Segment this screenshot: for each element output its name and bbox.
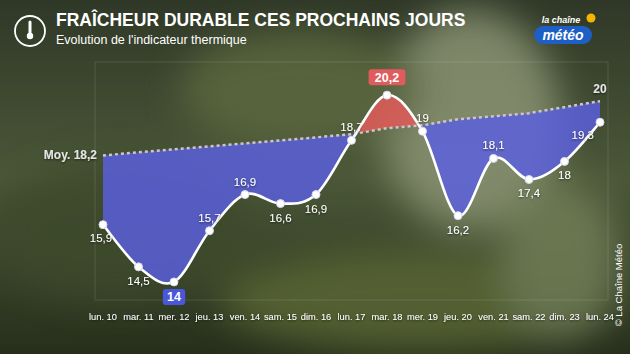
page: {"chart_data": { "type": "line", "title"… (0, 0, 630, 354)
x-tick-label: sam. 15 (264, 312, 297, 322)
point (454, 212, 462, 220)
logo-text: la chaîne (542, 15, 581, 25)
x-tick-label: jeu. 20 (443, 312, 472, 322)
data-label: 16,2 (447, 224, 469, 236)
data-label: 16,6 (269, 212, 291, 224)
chart: FRAÎCHEUR DURABLE CES PROCHAINS JOURS Evo… (0, 0, 630, 354)
indicator-line (103, 95, 600, 284)
point (561, 157, 569, 165)
above-average-area (103, 95, 600, 284)
x-tick-label: dim. 23 (549, 312, 580, 322)
icon-thermometer (29, 22, 32, 34)
data-label: 18,7 (340, 121, 362, 133)
data-label: 15,9 (90, 232, 112, 244)
average-label: Moy. 18,2 (44, 148, 97, 162)
point (312, 191, 320, 199)
data-labels: 15,9 14,5 14 15,7 16,9 16,6 16,9 18,7 20,2 19 16,2… (44, 69, 607, 305)
data-label: 18 (558, 169, 571, 181)
point (135, 263, 143, 271)
point (419, 127, 427, 135)
x-tick-label: mar. 18 (371, 312, 402, 322)
x-tick-label: mer. 19 (407, 312, 438, 322)
x-tick-label: dim. 16 (301, 312, 332, 322)
logo-sun (587, 14, 596, 23)
data-label: 15,7 (198, 212, 220, 224)
point (170, 278, 178, 286)
point (241, 191, 249, 199)
point (99, 221, 107, 229)
background (0, 0, 630, 354)
subtitle: Evolution de l'indicateur thermique (56, 33, 247, 47)
x-tick-label: jeu. 13 (195, 312, 224, 322)
x-tick-label: lun. 10 (89, 312, 117, 322)
title: FRAÎCHEUR DURABLE CES PROCHAINS JOURS (56, 9, 465, 30)
average-label: 20 (593, 82, 607, 96)
x-tick-label: sam. 22 (512, 312, 545, 322)
x-tick-label: lun. 24 (586, 312, 614, 322)
data-label: 20,2 (375, 71, 399, 85)
data-label: 19,3 (572, 129, 594, 141)
credit: © La Chaîne Météo (613, 244, 624, 327)
plot-frame (95, 62, 608, 300)
above-group (103, 95, 600, 284)
x-tick-label: lun. 17 (338, 312, 366, 322)
icon-circle (15, 16, 45, 46)
icon-bulb (27, 33, 33, 39)
overlay (0, 0, 630, 354)
data-label: 18,1 (482, 139, 504, 151)
data-label: 14 (167, 290, 181, 304)
point (348, 136, 356, 144)
x-tick-label: mar. 11 (123, 312, 153, 322)
logo-badge (534, 26, 592, 44)
plot-area (99, 91, 604, 286)
point (490, 154, 498, 162)
x-axis: lun. 10mar. 11mer. 12jeu. 13ven. 14sam. … (89, 312, 614, 322)
x-tick-label: ven. 21 (478, 312, 509, 322)
x-tick-label: ven. 14 (230, 312, 261, 322)
average-line (103, 101, 600, 155)
point (596, 118, 604, 126)
x-tick-label: mer. 12 (158, 312, 189, 322)
data-label: 16,9 (234, 176, 256, 188)
min-box (163, 289, 185, 305)
max-box (369, 69, 406, 85)
logo-text: météo (542, 27, 584, 43)
data-label: 17,4 (518, 187, 541, 199)
data-label: 14,5 (127, 275, 149, 287)
point (383, 91, 391, 99)
data-label: 16,9 (305, 203, 327, 215)
point (525, 175, 533, 183)
point (277, 200, 285, 208)
below-average-area (103, 95, 600, 284)
point (206, 227, 214, 235)
data-label: 19 (416, 112, 429, 124)
below-group (103, 95, 600, 284)
